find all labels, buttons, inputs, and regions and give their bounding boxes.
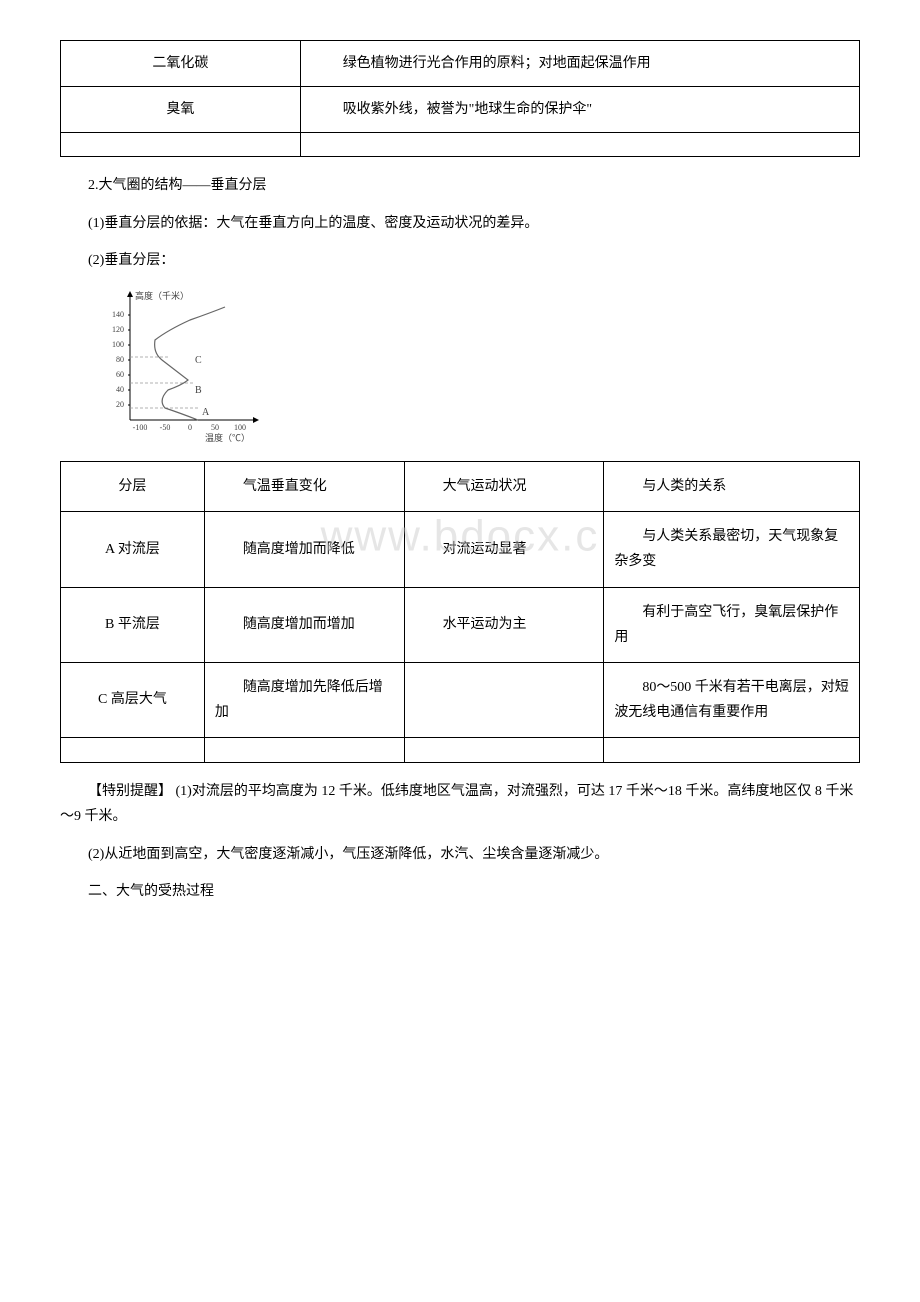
cell-label: 二氧化碳 <box>61 41 301 87</box>
paragraph: (2)垂直分层： <box>60 248 860 273</box>
chart-svg: 20 40 60 80 100 120 140 -100 -50 0 50 10… <box>90 285 270 445</box>
cell-desc: 吸收紫外线，被誉为"地球生命的保护伞" <box>300 87 859 133</box>
atmosphere-chart: 20 40 60 80 100 120 140 -100 -50 0 50 10… <box>90 285 860 445</box>
cell: B 平流层 <box>61 587 205 662</box>
table-row: 臭氧 吸收紫外线，被誉为"地球生命的保护伞" <box>61 87 860 133</box>
cell-empty <box>604 738 860 763</box>
table-row-empty <box>61 133 860 157</box>
layer-label-b: B <box>195 385 202 396</box>
section-title: 二、大气的受热过程 <box>60 879 860 904</box>
cell: 有利于高空飞行，臭氧层保护作用 <box>604 587 860 662</box>
header-cell: 与人类的关系 <box>604 461 860 511</box>
cell-label: 臭氧 <box>61 87 301 133</box>
table-row-empty <box>61 738 860 763</box>
reminder-paragraph: 【特别提醒】 (1)对流层的平均高度为 12 千米。低纬度地区气温高，对流强烈，… <box>60 779 860 829</box>
cell-empty <box>204 738 404 763</box>
cell <box>404 662 604 737</box>
cell: 水平运动为主 <box>404 587 604 662</box>
cell: C 高层大气 <box>61 662 205 737</box>
reminder-paragraph: (2)从近地面到高空，大气密度逐渐减小，气压逐渐降低，水汽、尘埃含量逐渐减少。 <box>60 842 860 867</box>
y-tick: 100 <box>112 340 124 349</box>
section-title: 2.大气圈的结构——垂直分层 <box>60 173 860 198</box>
x-tick: 50 <box>211 423 219 432</box>
y-tick: 40 <box>116 385 124 394</box>
y-tick: 140 <box>112 310 124 319</box>
table-row: B 平流层 随高度增加而增加 水平运动为主 有利于高空飞行，臭氧层保护作用 <box>61 587 860 662</box>
cell: 随高度增加而增加 <box>204 587 404 662</box>
table-row: 二氧化碳 绿色植物进行光合作用的原料；对地面起保温作用 <box>61 41 860 87</box>
cell: 与人类关系最密切，天气现象复杂多变 <box>604 512 860 587</box>
y-tick: 20 <box>116 400 124 409</box>
cell-desc: 绿色植物进行光合作用的原料；对地面起保温作用 <box>300 41 859 87</box>
cell-empty <box>404 738 604 763</box>
layer-label-c: C <box>195 355 202 366</box>
header-cell: 气温垂直变化 <box>204 461 404 511</box>
cell-empty <box>61 133 301 157</box>
header-cell: 大气运动状况 <box>404 461 604 511</box>
table-header-row: 分层 气温垂直变化 大气运动状况 与人类的关系 <box>61 461 860 511</box>
cell: 随高度增加而降低 <box>204 512 404 587</box>
x-tick: 100 <box>234 423 246 432</box>
layer-label-a: A <box>202 407 210 418</box>
x-tick: -100 <box>133 423 148 432</box>
header-cell: 分层 <box>61 461 205 511</box>
y-tick: 80 <box>116 355 124 364</box>
cell-empty <box>61 738 205 763</box>
table-row: C 高层大气 随高度增加先降低后增加 80～500 千米有若干电离层，对短波无线… <box>61 662 860 737</box>
x-tick: -50 <box>160 423 171 432</box>
table-layers: 分层 气温垂直变化 大气运动状况 与人类的关系 A 对流层 随高度增加而降低 对… <box>60 461 860 763</box>
table-composition: 二氧化碳 绿色植物进行光合作用的原料；对地面起保温作用 臭氧 吸收紫外线，被誉为… <box>60 40 860 157</box>
x-tick: 0 <box>188 423 192 432</box>
x-axis-label: 温度（℃） <box>205 432 250 443</box>
cell: 80～500 千米有若干电离层，对短波无线电通信有重要作用 <box>604 662 860 737</box>
cell: 随高度增加先降低后增加 <box>204 662 404 737</box>
y-tick: 120 <box>112 325 124 334</box>
y-axis-label: 高度（千米） <box>135 290 189 301</box>
cell: A 对流层 <box>61 512 205 587</box>
paragraph: (1)垂直分层的依据：大气在垂直方向上的温度、密度及运动状况的差异。 <box>60 211 860 236</box>
cell-empty <box>300 133 859 157</box>
y-tick: 60 <box>116 370 124 379</box>
table-row: A 对流层 随高度增加而降低 对流运动显著 与人类关系最密切，天气现象复杂多变 <box>61 512 860 587</box>
cell: 对流运动显著 <box>404 512 604 587</box>
